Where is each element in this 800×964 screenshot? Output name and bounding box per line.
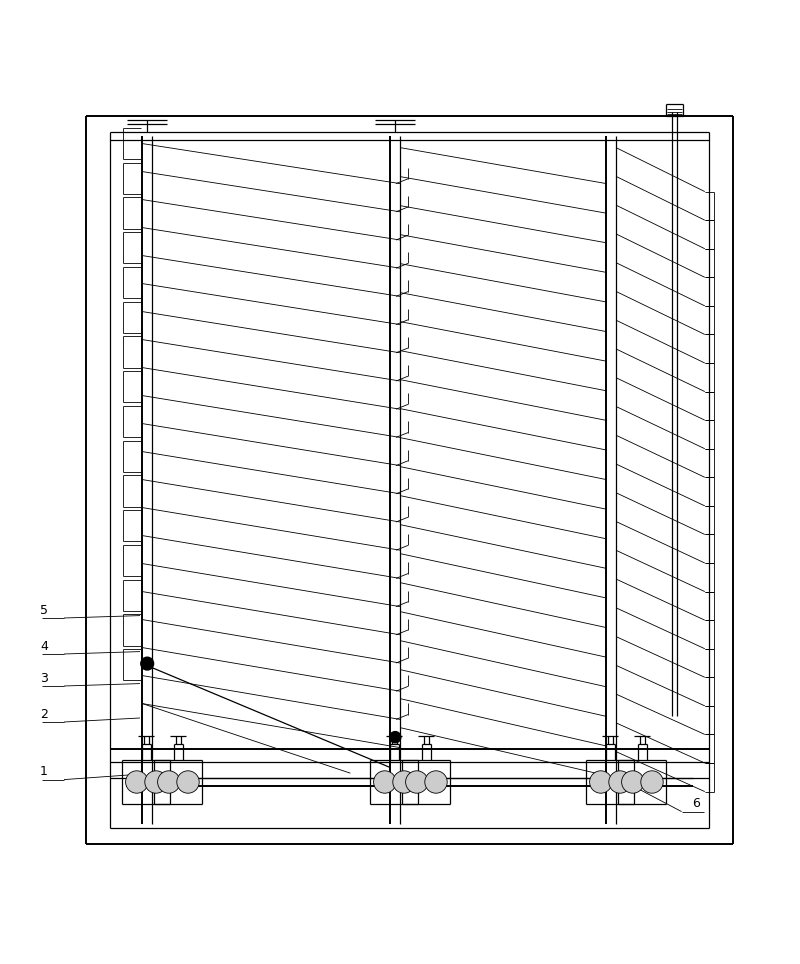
Circle shape: [425, 771, 447, 793]
Circle shape: [141, 657, 154, 670]
Text: 2: 2: [40, 708, 48, 720]
Circle shape: [126, 771, 148, 793]
Circle shape: [390, 732, 401, 743]
Circle shape: [374, 771, 396, 793]
Text: 6: 6: [692, 797, 700, 810]
Circle shape: [590, 771, 612, 793]
Circle shape: [158, 771, 180, 793]
Circle shape: [406, 771, 428, 793]
Circle shape: [622, 771, 644, 793]
Text: 5: 5: [40, 603, 48, 617]
Circle shape: [393, 771, 415, 793]
Circle shape: [177, 771, 199, 793]
Circle shape: [145, 771, 167, 793]
Text: 4: 4: [40, 639, 48, 653]
Circle shape: [641, 771, 663, 793]
Circle shape: [609, 771, 631, 793]
Text: 1: 1: [40, 765, 48, 778]
Text: 3: 3: [40, 672, 48, 684]
